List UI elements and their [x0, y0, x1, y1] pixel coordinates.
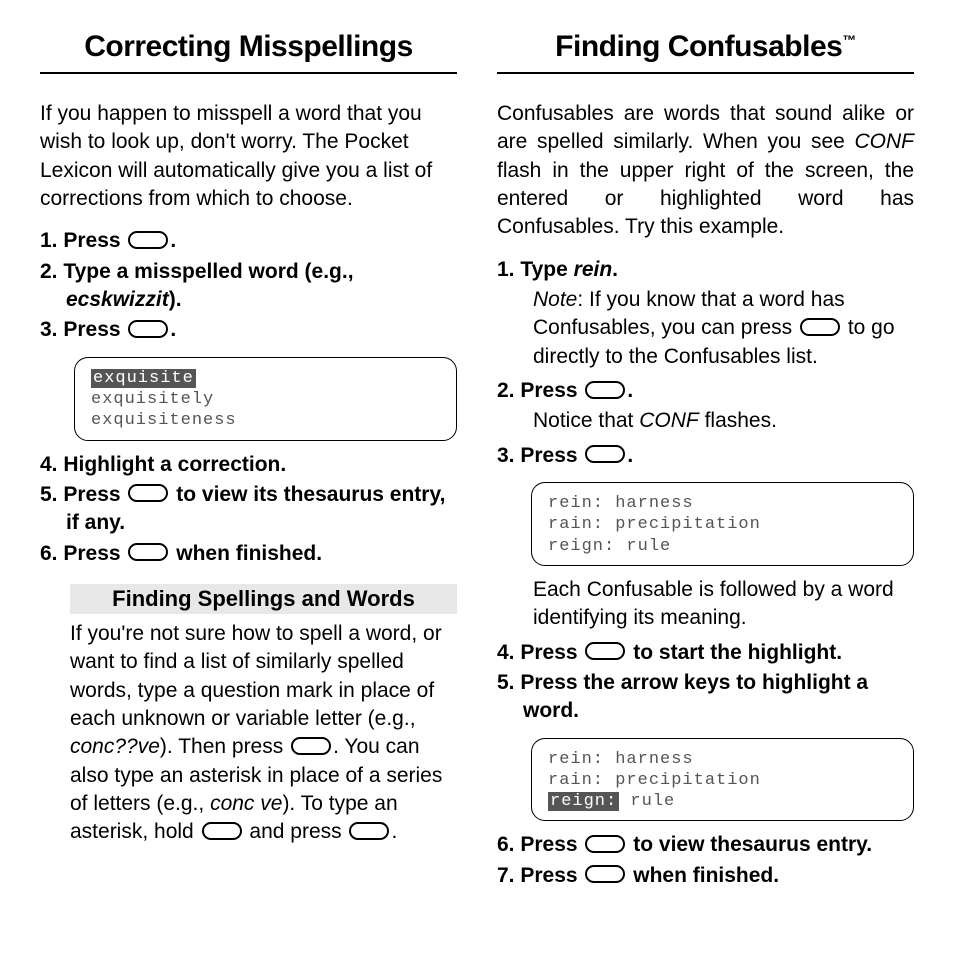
r-note: Note: If you know that a word has Confus…: [497, 286, 914, 371]
lcd-line: exquisitely: [91, 389, 440, 410]
button-icon: [585, 835, 625, 853]
lcd-line: reign: rule: [548, 791, 897, 812]
lcd-line: rain: precipitation: [548, 770, 897, 791]
lcd-highlight: reign:: [548, 792, 619, 811]
step-text: .: [170, 318, 176, 341]
step-6: 6. Press when finished.: [40, 540, 457, 568]
button-icon: [128, 231, 168, 249]
button-icon: [585, 445, 625, 463]
sub-para: If you're not sure how to spell a word, …: [40, 620, 457, 847]
sub-text: and press: [244, 820, 348, 843]
trademark: ™: [842, 32, 856, 48]
button-icon: [128, 320, 168, 338]
step-em: rein: [574, 258, 613, 281]
step-2: 2. Type a misspelled word (e.g., ecskwiz…: [40, 258, 457, 315]
step-text: 6. Press: [497, 833, 583, 856]
step-text: ).: [169, 288, 182, 311]
step-text: 7. Press: [497, 864, 583, 887]
step-em: ecskwizzit: [66, 288, 169, 311]
note-text: : If you know that a word has Confusable…: [533, 288, 845, 339]
step-text: 2. Type a misspelled word (e.g.,: [40, 260, 354, 283]
divider: [497, 72, 914, 74]
button-icon: [349, 822, 389, 840]
title-text: Finding Confusables: [555, 30, 842, 63]
step-text: 3. Press: [497, 444, 583, 467]
r-step-6: 6. Press to view thesaurus entry.: [497, 831, 914, 859]
lcd-3: rein: harness rain: precipitation reign:…: [531, 738, 914, 822]
sub-text: ). Then press: [160, 735, 289, 758]
step-3: 3. Press .: [40, 316, 457, 344]
conf-word: CONF: [639, 409, 699, 432]
intro-text: flash in the upper right of the screen, …: [497, 159, 914, 239]
r-step-1: 1. Type rein.: [497, 256, 914, 284]
step-text: 2. Press: [497, 379, 583, 402]
r-step-4: 4. Press to start the highlight.: [497, 639, 914, 667]
button-icon: [800, 318, 840, 336]
step-text: .: [627, 444, 633, 467]
lcd-line: rein: harness: [548, 493, 897, 514]
lcd-line: rain: precipitation: [548, 514, 897, 535]
sub-text: If you're not sure how to spell a word, …: [70, 622, 442, 730]
step-text: 6. Press: [40, 542, 126, 565]
step-text: .: [170, 229, 176, 252]
step-text: 1. Type: [497, 258, 574, 281]
right-title: Finding Confusables™: [497, 30, 914, 64]
lcd-line: exquisite: [91, 368, 440, 389]
step-text: 5. Press: [40, 483, 126, 506]
r-step-5: 5. Press the arrow keys to highlight a w…: [497, 669, 914, 726]
right-intro: Confusables are words that sound alike o…: [497, 100, 914, 242]
step-5: 5. Press to view its thesaurus entry, if…: [40, 481, 457, 538]
sub-text: Notice that: [533, 409, 639, 432]
step-text: when finished.: [627, 864, 779, 887]
lcd-text: rule: [619, 792, 675, 811]
r-step-2-sub: Notice that CONF flashes.: [497, 407, 914, 435]
step-text: 1. Press: [40, 229, 126, 252]
step-text: to view thesaurus entry.: [627, 833, 872, 856]
left-column: Correcting Misspellings If you happen to…: [40, 30, 457, 924]
step-text: .: [612, 258, 618, 281]
right-column: Finding Confusables™ Confusables are wor…: [497, 30, 914, 924]
button-icon: [128, 484, 168, 502]
button-icon: [202, 822, 242, 840]
step-text: to start the highlight.: [627, 641, 842, 664]
sub-text: flashes.: [699, 409, 777, 432]
divider: [40, 72, 457, 74]
sub-text: .: [391, 820, 397, 843]
step-text: 4. Press: [497, 641, 583, 664]
button-icon: [128, 543, 168, 561]
step-text: when finished.: [170, 542, 322, 565]
conf-word: CONF: [855, 130, 915, 153]
left-intro: If you happen to misspell a word that yo…: [40, 100, 457, 213]
button-icon: [585, 865, 625, 883]
step-text: 3. Press: [40, 318, 126, 341]
lcd-1: exquisite exquisitely exquisiteness: [74, 357, 457, 441]
r-step-3: 3. Press .: [497, 442, 914, 470]
subheading: Finding Spellings and Words: [70, 584, 457, 614]
step-text: .: [627, 379, 633, 402]
r-step-2: 2. Press .: [497, 377, 914, 405]
sub-em: conc ve: [210, 792, 282, 815]
lcd-highlight: exquisite: [91, 369, 196, 388]
lcd-line: reign: rule: [548, 536, 897, 557]
step-1: 1. Press .: [40, 227, 457, 255]
lcd-2: rein: harness rain: precipitation reign:…: [531, 482, 914, 566]
lcd-line: rein: harness: [548, 749, 897, 770]
sub-em: conc??ve: [70, 735, 160, 758]
r-step-7: 7. Press when finished.: [497, 862, 914, 890]
lcd-line: exquisiteness: [91, 410, 440, 431]
step-4: 4. Highlight a correction.: [40, 451, 457, 479]
note-label: Note: [533, 288, 577, 311]
button-icon: [585, 642, 625, 660]
r-step-3-sub: Each Confusable is followed by a word id…: [497, 576, 914, 633]
left-title: Correcting Misspellings: [40, 30, 457, 64]
button-icon: [585, 381, 625, 399]
button-icon: [291, 737, 331, 755]
intro-text: Confusables are words that sound alike o…: [497, 102, 914, 153]
